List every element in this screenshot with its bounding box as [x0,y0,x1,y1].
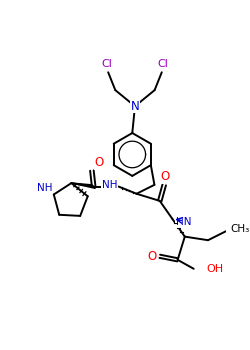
Text: Cl: Cl [102,59,113,69]
Text: OH: OH [206,264,223,274]
Polygon shape [72,183,96,188]
Text: N: N [130,100,139,113]
Text: Cl: Cl [157,59,168,69]
Text: NH: NH [37,183,52,193]
Text: O: O [147,250,156,263]
Text: HN: HN [176,217,191,228]
Text: NH: NH [102,180,118,190]
Text: CH₃: CH₃ [230,224,250,234]
Text: O: O [94,156,104,169]
Text: O: O [160,170,170,183]
